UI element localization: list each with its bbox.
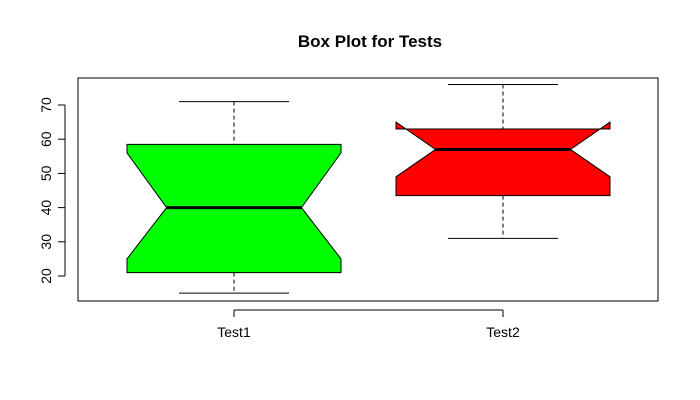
y-tick-label: 40	[38, 200, 54, 216]
y-axis: 20 30 40 50 60 70	[38, 97, 66, 284]
x-tick-label: Test1	[217, 324, 251, 340]
y-tick-label: 70	[38, 97, 54, 113]
x-tick-label: Test2	[486, 324, 520, 340]
x-axis: Test1 Test2	[217, 309, 520, 340]
box-test1	[126, 101, 342, 294]
box-test2	[395, 83, 611, 239]
boxes-layer	[126, 83, 611, 294]
chart-title: Box Plot for Tests	[298, 32, 442, 51]
y-tick-label: 60	[38, 131, 54, 147]
y-tick-label: 50	[38, 165, 54, 181]
y-tick-label: 30	[38, 234, 54, 250]
plot-frame	[77, 77, 659, 302]
notched-box	[395, 121, 611, 197]
y-tick-label: 20	[38, 268, 54, 284]
